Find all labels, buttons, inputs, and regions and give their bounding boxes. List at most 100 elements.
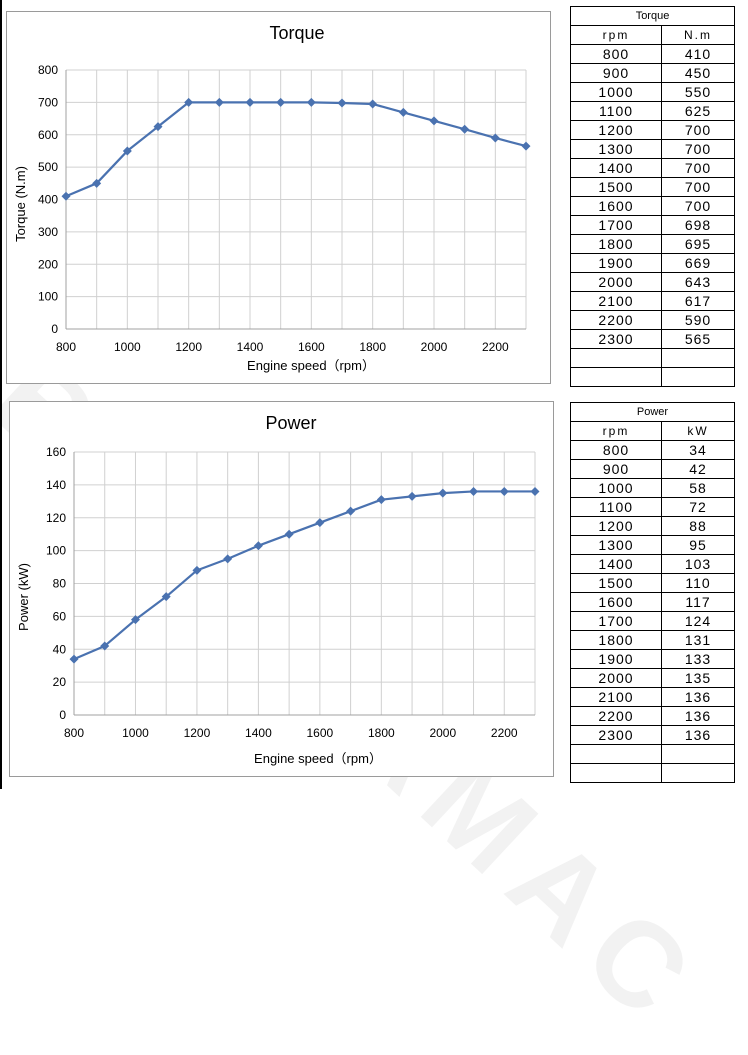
empty-cell	[570, 763, 662, 783]
x-tick-label: 1400	[245, 726, 272, 740]
table-row: 1600 700	[570, 196, 736, 216]
data-point-marker	[407, 491, 417, 501]
x-tick-label: 2000	[429, 726, 456, 740]
table-row: 2100 617	[570, 291, 736, 311]
torque-chart: Torque 0 100 200 300 400 500 600 700 800 800 1000…	[6, 11, 551, 384]
y-tick-label: 100	[38, 290, 58, 304]
rpm-cell: 2300	[570, 725, 662, 745]
rpm-cell: 2300	[570, 329, 662, 349]
rpm-cell: 800	[570, 44, 662, 64]
data-point-marker	[315, 518, 325, 528]
rpm-cell: 1300	[570, 139, 662, 159]
rpm-cell: 2100	[570, 291, 662, 311]
rpm-cell: 1000	[570, 82, 662, 102]
value-cell: 565	[660, 329, 736, 349]
empty-cell	[570, 348, 662, 368]
table-row: 1400 103	[570, 554, 735, 574]
y-tick-label: 80	[53, 577, 67, 591]
rpm-cell: 900	[570, 459, 662, 479]
value-cell: 131	[661, 630, 735, 650]
y-tick-label: 600	[38, 128, 58, 142]
data-point-marker	[469, 486, 479, 496]
power-table-body: 800 34 900 42 1000 58 1100 72 1200 88 1300 95 1400 10…	[570, 440, 735, 783]
table-header-row: rpm N.m	[570, 25, 736, 45]
value-cell: 643	[660, 272, 736, 292]
series-line	[65, 101, 527, 198]
value-cell: 625	[660, 101, 736, 121]
table-row: 1100 625	[570, 101, 736, 121]
empty-cell	[661, 744, 735, 764]
data-point-marker	[398, 107, 408, 117]
power-table: Power rpm kW 800 34 900 42 1000 58 1100 72 1200 8…	[570, 402, 735, 783]
value-cell: 450	[660, 63, 736, 83]
value-cell: 617	[660, 291, 736, 311]
y-tick-label: 160	[46, 445, 66, 459]
rpm-cell: 900	[570, 63, 662, 83]
y-tick-label: 300	[38, 225, 58, 239]
empty-cell	[661, 763, 735, 783]
torque-column-header: N.m	[660, 25, 736, 45]
table-row: 1200 88	[570, 516, 735, 536]
table-row: 1800 131	[570, 630, 735, 650]
rpm-column-header: rpm	[570, 421, 662, 441]
rpm-cell: 1200	[570, 516, 662, 536]
rpm-cell: 1100	[570, 497, 662, 517]
value-cell: 136	[661, 687, 735, 707]
value-cell: 34	[661, 440, 735, 460]
rpm-cell: 1600	[570, 196, 662, 216]
empty-table-row	[570, 348, 736, 368]
empty-cell	[660, 367, 736, 387]
table-row: 900 42	[570, 459, 735, 479]
table-row: 900 450	[570, 63, 736, 83]
value-cell: 124	[661, 611, 735, 631]
value-cell: 700	[660, 120, 736, 140]
torque-chart-title: Torque	[269, 23, 324, 43]
torque-markers	[61, 97, 531, 201]
x-tick-label: 2200	[482, 340, 509, 354]
rpm-cell: 1600	[570, 592, 662, 612]
torque-table-caption: Torque	[569, 6, 736, 26]
x-tick-label: 800	[56, 340, 76, 354]
rpm-cell: 800	[570, 440, 662, 460]
value-cell: 117	[661, 592, 735, 612]
value-cell: 135	[661, 668, 735, 688]
rpm-cell: 2100	[570, 687, 662, 707]
data-point-marker	[192, 565, 202, 575]
data-point-marker	[530, 486, 540, 496]
value-cell: 133	[661, 649, 735, 669]
rpm-cell: 1900	[570, 649, 662, 669]
y-tick-label: 0	[59, 708, 66, 722]
table-row: 2300 136	[570, 725, 735, 745]
value-cell: 695	[660, 234, 736, 254]
rpm-column-header: rpm	[570, 25, 662, 45]
table-row: 1500 700	[570, 177, 736, 197]
data-point-marker	[69, 654, 79, 664]
value-cell: 550	[660, 82, 736, 102]
value-cell: 700	[660, 177, 736, 197]
value-cell: 95	[661, 535, 735, 555]
rpm-cell: 1700	[570, 611, 662, 631]
torque-table-body: 800 410 900 450 1000 550 1100 625 1200 700 1300 700…	[570, 44, 736, 387]
x-tick-label: 1200	[184, 726, 211, 740]
empty-cell	[660, 348, 736, 368]
rpm-cell: 2200	[570, 706, 662, 726]
power-x-axis-label: Engine speed（rpm）	[254, 751, 382, 766]
data-point-marker	[122, 146, 132, 156]
data-point-marker	[337, 98, 347, 108]
table-row: 1700 124	[570, 611, 735, 631]
table-row: 2200 590	[570, 310, 736, 330]
empty-cell	[570, 744, 662, 764]
value-cell: 590	[660, 310, 736, 330]
data-point-marker	[306, 97, 316, 107]
data-point-marker	[438, 488, 448, 498]
power-y-ticks: 0 20 40 60 80 100 120 140 160	[46, 445, 66, 722]
data-point-marker	[184, 97, 194, 107]
table-caption-row: Torque	[569, 6, 736, 26]
rpm-cell: 1000	[570, 478, 662, 498]
rpm-cell: 1500	[570, 177, 662, 197]
x-tick-label: 1800	[368, 726, 395, 740]
power-table-caption: Power	[570, 402, 735, 422]
y-tick-label: 0	[51, 322, 58, 336]
value-cell: 110	[661, 573, 735, 593]
torque-line	[65, 101, 527, 198]
